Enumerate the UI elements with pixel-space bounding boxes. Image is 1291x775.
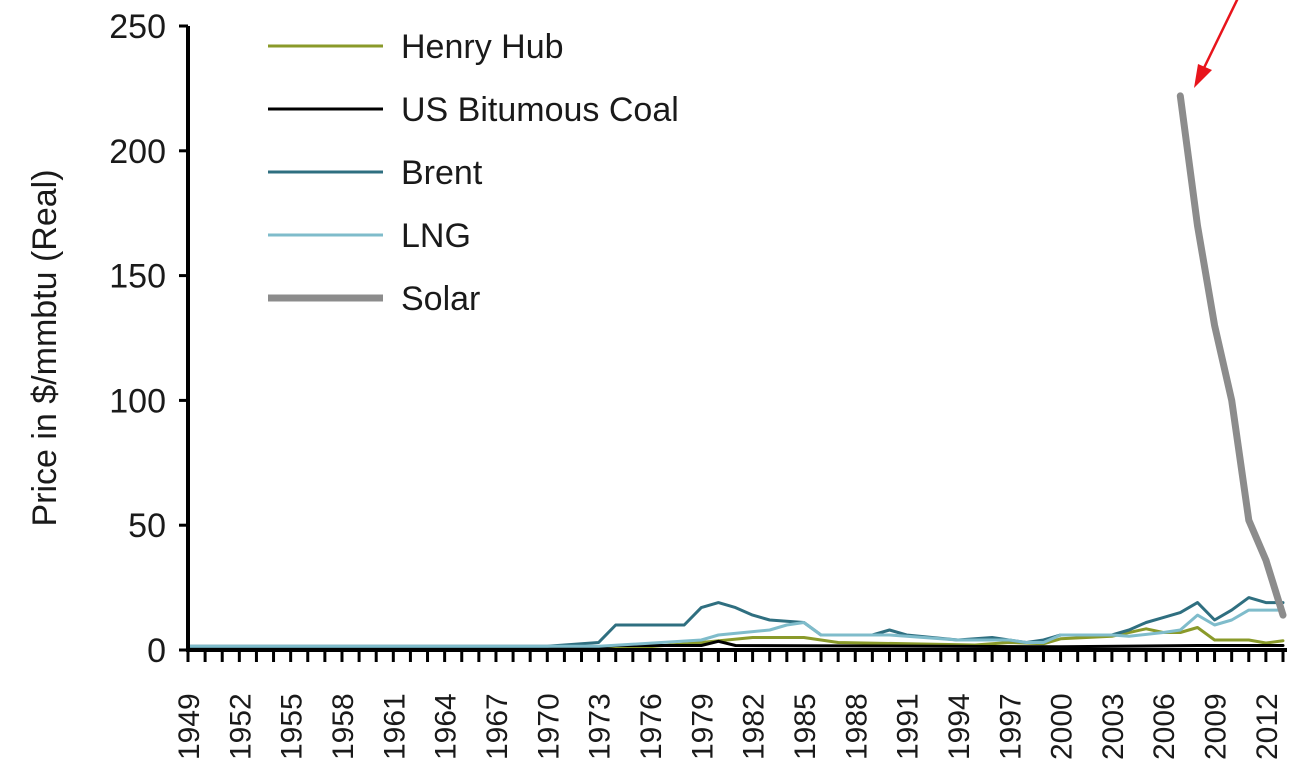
x-tick-label: 1967 <box>481 693 514 760</box>
axes <box>186 26 1287 652</box>
x-tick-label: 1952 <box>224 693 257 760</box>
y-tick-label: 200 <box>109 133 166 171</box>
y-tick-label: 100 <box>109 382 166 420</box>
legend-label-us-bitumous-coal: US Bitumous Coal <box>401 91 679 129</box>
x-tick-label: 1973 <box>584 693 617 760</box>
legend-label-lng: LNG <box>401 217 471 255</box>
legend-label-solar: Solar <box>401 280 480 318</box>
y-tick-label: 250 <box>109 8 166 46</box>
x-tick-label: 2012 <box>1251 693 1284 760</box>
y-axis-label: Price in $/mmbtu (Real) <box>26 169 64 526</box>
y-tick-label: 0 <box>147 632 166 670</box>
x-tick-label: 1985 <box>789 693 822 760</box>
x-tick-label: 2003 <box>1097 693 1130 760</box>
x-tick-label: 2006 <box>1148 693 1181 760</box>
legend-label-henry-hub: Henry Hub <box>401 28 564 66</box>
x-tick-label: 2009 <box>1200 693 1233 760</box>
x-tick-label: 1991 <box>892 693 925 760</box>
x-tick-label: 1955 <box>276 693 309 760</box>
x-tick-label: 1997 <box>994 693 1027 760</box>
x-tick-label: 1982 <box>738 693 771 760</box>
x-tick-label: 1976 <box>635 693 668 760</box>
red-arrow-head <box>1194 64 1212 88</box>
x-tick-label: 1961 <box>378 693 411 760</box>
annotation-arrow <box>1194 0 1239 88</box>
x-tick-labels: 1949 1952 1955 1958 1961 1964 1967 1970 1973 1976… <box>173 650 1285 760</box>
series-line-solar <box>1176 92 1287 619</box>
legend-label-brent: Brent <box>401 154 483 192</box>
series-lines <box>186 92 1287 651</box>
y-tick-label: 50 <box>128 507 166 545</box>
x-tick-label: 2000 <box>1046 693 1079 760</box>
x-tick-label: 1949 <box>173 693 206 760</box>
series-line-lng <box>186 608 1285 648</box>
x-tick-label: 1964 <box>430 693 463 760</box>
x-tick-label: 1970 <box>532 693 565 760</box>
x-tick-label: 1979 <box>686 693 719 760</box>
y-tick-label: 150 <box>109 258 166 296</box>
red-arrow-shaft <box>1200 0 1239 73</box>
y-tick-labels: 0 50 100 150 200 250 <box>109 8 188 670</box>
legend: Henry Hub US Bitumous Coal Brent LNG Solar <box>268 28 679 318</box>
x-tick-label: 1994 <box>943 693 976 760</box>
x-tick-label: 1988 <box>840 693 873 760</box>
x-tick-label: 1958 <box>327 693 360 760</box>
